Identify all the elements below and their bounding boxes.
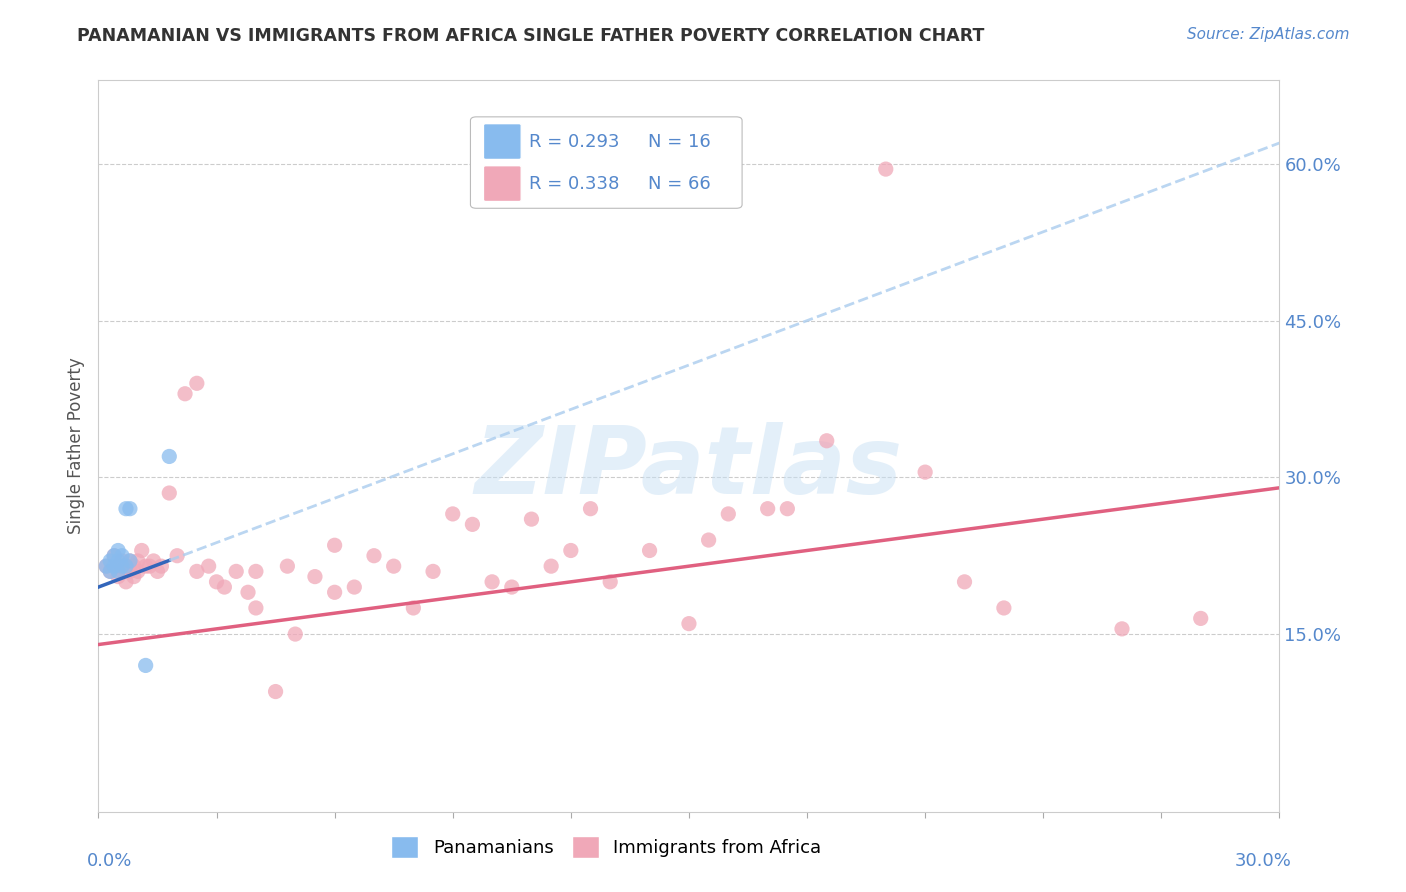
Point xyxy=(756,501,779,516)
Point xyxy=(103,559,125,574)
Point xyxy=(264,684,287,698)
Point xyxy=(205,574,228,589)
Text: R = 0.338: R = 0.338 xyxy=(530,175,620,193)
Point xyxy=(96,559,118,574)
Point xyxy=(111,554,134,568)
Point xyxy=(118,501,141,516)
Point xyxy=(284,627,307,641)
Point xyxy=(343,580,366,594)
Point xyxy=(599,574,621,589)
Point xyxy=(127,554,149,568)
Point xyxy=(776,501,799,516)
Point xyxy=(107,554,129,568)
Text: Source: ZipAtlas.com: Source: ZipAtlas.com xyxy=(1187,27,1350,42)
Point xyxy=(363,549,385,563)
FancyBboxPatch shape xyxy=(484,166,522,202)
Point xyxy=(245,601,267,615)
Text: ZIPatlas: ZIPatlas xyxy=(475,422,903,514)
Point xyxy=(638,543,661,558)
Text: 0.0%: 0.0% xyxy=(87,852,132,870)
Point xyxy=(138,559,160,574)
Point xyxy=(115,574,138,589)
Point xyxy=(382,559,405,574)
Text: R = 0.293: R = 0.293 xyxy=(530,133,620,151)
Point xyxy=(107,559,129,574)
Point xyxy=(540,559,562,574)
Point xyxy=(186,565,208,579)
Point xyxy=(98,565,121,579)
Text: 30.0%: 30.0% xyxy=(1234,852,1291,870)
Point xyxy=(107,569,129,583)
Point xyxy=(236,585,259,599)
Point xyxy=(214,580,236,594)
Point xyxy=(127,565,149,579)
Point xyxy=(146,565,169,579)
Point xyxy=(111,549,134,563)
Point xyxy=(402,601,425,615)
Point xyxy=(1111,622,1133,636)
Point xyxy=(245,565,267,579)
FancyBboxPatch shape xyxy=(471,117,742,209)
Point xyxy=(323,585,346,599)
Point xyxy=(135,658,157,673)
Point xyxy=(197,559,219,574)
Point xyxy=(103,549,125,563)
FancyBboxPatch shape xyxy=(484,124,522,160)
Point xyxy=(118,554,141,568)
Point xyxy=(174,386,197,401)
Point xyxy=(118,565,141,579)
Point xyxy=(103,549,125,563)
Point xyxy=(96,559,118,574)
Point xyxy=(115,559,138,574)
Point xyxy=(225,565,247,579)
Point xyxy=(98,554,121,568)
Point xyxy=(157,486,180,500)
Text: PANAMANIAN VS IMMIGRANTS FROM AFRICA SINGLE FATHER POVERTY CORRELATION CHART: PANAMANIAN VS IMMIGRANTS FROM AFRICA SIN… xyxy=(77,27,984,45)
Point xyxy=(717,507,740,521)
Point xyxy=(157,450,180,464)
Point xyxy=(142,554,165,568)
Point xyxy=(461,517,484,532)
Point xyxy=(276,559,298,574)
Point xyxy=(875,162,897,177)
Point xyxy=(107,543,129,558)
Point xyxy=(560,543,582,558)
Point xyxy=(111,559,134,574)
Point xyxy=(520,512,543,526)
Point xyxy=(115,501,138,516)
Point xyxy=(579,501,602,516)
Point xyxy=(815,434,838,448)
Point xyxy=(304,569,326,583)
Text: N = 66: N = 66 xyxy=(648,175,710,193)
Point xyxy=(501,580,523,594)
Point xyxy=(993,601,1015,615)
Point xyxy=(914,465,936,479)
Point xyxy=(481,574,503,589)
Point xyxy=(122,569,145,583)
Point xyxy=(422,565,444,579)
Point xyxy=(122,559,145,574)
Point xyxy=(678,616,700,631)
Point xyxy=(166,549,188,563)
Point xyxy=(697,533,720,547)
Legend: Panamanians, Immigrants from Africa: Panamanians, Immigrants from Africa xyxy=(384,829,828,865)
Point xyxy=(107,565,129,579)
Point xyxy=(1189,611,1212,625)
Point xyxy=(150,559,173,574)
Point xyxy=(953,574,976,589)
Point xyxy=(323,538,346,552)
Point xyxy=(441,507,464,521)
Point xyxy=(135,559,157,574)
Point xyxy=(111,565,134,579)
Point xyxy=(118,554,141,568)
Point xyxy=(186,376,208,391)
Y-axis label: Single Father Poverty: Single Father Poverty xyxy=(66,358,84,534)
Point xyxy=(131,543,153,558)
Text: N = 16: N = 16 xyxy=(648,133,710,151)
Point xyxy=(98,565,121,579)
Point xyxy=(115,559,138,574)
